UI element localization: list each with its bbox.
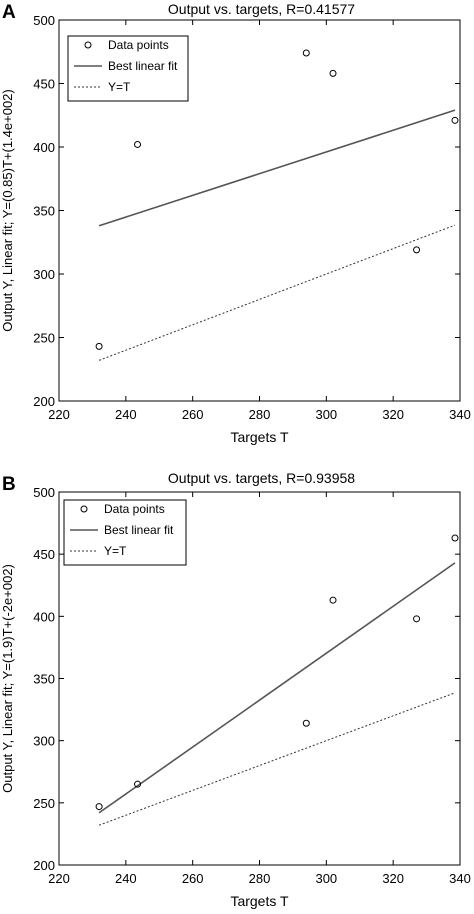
- y-axis-label: Output Y, Linear fit; Y=(1.9)T+(-2e+002): [0, 564, 15, 793]
- y-axis-label: Output Y, Linear fit; Y=(0.85)T+(1.4e+00…: [0, 89, 15, 331]
- x-tick-label: 240: [115, 871, 137, 886]
- legend-box: [67, 35, 189, 102]
- y-tick-label: 250: [33, 331, 55, 346]
- chart-b-svg: B Output vs. targets, R=0.93958 220 240 260 2…: [0, 470, 471, 909]
- x-tick-label: 280: [249, 407, 271, 422]
- chart-panel-b: B Output vs. targets, R=0.93958 220 240 260 2…: [0, 457, 474, 914]
- fit-line: [98, 562, 456, 814]
- legend-label-data-points: Data points: [104, 502, 165, 516]
- data-point: [451, 534, 459, 542]
- legend-box: [63, 499, 187, 566]
- x-tick-label: 320: [382, 407, 404, 422]
- x-tick-label: 300: [315, 871, 337, 886]
- x-tick-label: 220: [48, 871, 70, 886]
- data-point: [413, 615, 421, 623]
- y-tick-label: 400: [33, 140, 55, 155]
- x-tick-label: 260: [182, 871, 204, 886]
- x-axis-label: Targets T: [230, 893, 289, 909]
- legend-marker-data-points: [84, 41, 92, 49]
- x-tick-label: 240: [115, 407, 137, 422]
- y-tick-label: 200: [33, 394, 55, 409]
- x-tick-label: 320: [382, 871, 404, 886]
- legend-marker-data-points: [80, 505, 88, 513]
- legend-label-fit-line: Best linear fit: [108, 59, 178, 73]
- panel-label: A: [2, 2, 16, 23]
- chart-a-svg: A Output vs. targets, R=0.41577 220 240 260 2…: [0, 1, 471, 445]
- x-tick-label: 300: [315, 407, 337, 422]
- legend-label-fit-line: Best linear fit: [104, 523, 174, 537]
- y-tick-label: 300: [33, 267, 55, 282]
- y-tick-label: 250: [33, 796, 55, 811]
- x-tick-label: 340: [449, 871, 471, 886]
- x-tick-label: 340: [449, 407, 471, 422]
- chart-title: Output vs. targets, R=0.41577: [168, 1, 355, 17]
- x-tick-label: 260: [182, 407, 204, 422]
- data-point: [134, 780, 142, 788]
- data-point: [302, 719, 310, 727]
- y-tick-label: 450: [33, 77, 55, 92]
- y-tick-label: 350: [33, 204, 55, 219]
- y-tick-label: 500: [33, 485, 55, 500]
- panel-label: B: [2, 474, 16, 495]
- y-tick-label: 350: [33, 672, 55, 687]
- chart-title: Output vs. targets, R=0.93958: [168, 470, 355, 486]
- y-tick-label: 450: [33, 547, 55, 562]
- data-point: [95, 803, 103, 811]
- identity-line: [98, 224, 456, 361]
- identity-line: [98, 692, 456, 826]
- data-point: [329, 596, 337, 604]
- y-tick-label: 500: [33, 13, 55, 28]
- data-point: [413, 246, 421, 254]
- fit-line: [98, 109, 456, 227]
- x-tick-label: 280: [249, 871, 271, 886]
- data-point: [451, 116, 459, 124]
- x-axis-label: Targets T: [230, 429, 289, 445]
- legend-label-identity-line: Y=T: [104, 544, 127, 558]
- data-point: [134, 140, 142, 148]
- chart-panel-a: A Output vs. targets, R=0.41577 220 240 260 2…: [0, 1, 471, 445]
- legend-label-data-points: Data points: [108, 38, 169, 52]
- legend-label-identity-line: Y=T: [108, 80, 131, 94]
- y-tick-label: 400: [33, 609, 55, 624]
- data-point: [329, 69, 337, 77]
- y-tick-label: 300: [33, 734, 55, 749]
- data-point: [302, 49, 310, 57]
- y-tick-label: 200: [33, 858, 55, 873]
- data-point: [95, 342, 103, 350]
- x-tick-label: 220: [48, 407, 70, 422]
